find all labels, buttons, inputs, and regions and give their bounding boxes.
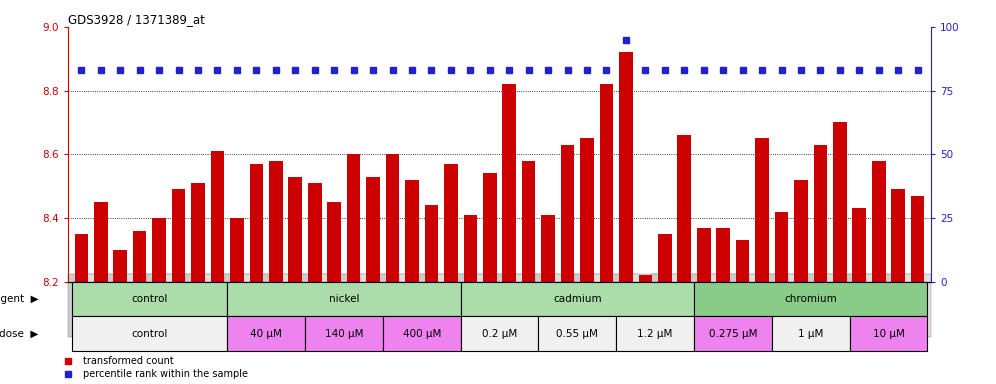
Bar [814, 145, 828, 282]
Bar [853, 209, 867, 282]
Bar [230, 218, 244, 282]
Bar [72, 282, 227, 316]
Bar [152, 218, 166, 282]
Bar [367, 177, 379, 282]
Text: 10 μM: 10 μM [872, 329, 904, 339]
Bar [694, 316, 772, 351]
Text: control: control [131, 294, 167, 304]
Bar [132, 231, 146, 282]
Bar [736, 240, 749, 282]
Text: dose  ▶: dose ▶ [0, 329, 39, 339]
Text: nickel: nickel [329, 294, 360, 304]
Bar [382, 316, 460, 351]
Bar [211, 151, 224, 282]
Bar [539, 316, 617, 351]
Bar [250, 164, 263, 282]
Text: control: control [131, 329, 167, 339]
Bar [775, 212, 788, 282]
Bar [460, 316, 539, 351]
Bar [600, 84, 614, 282]
Bar [772, 316, 850, 351]
Text: 0.55 μM: 0.55 μM [557, 329, 599, 339]
Bar [328, 202, 341, 282]
Bar [872, 161, 885, 282]
Bar [424, 205, 438, 282]
Bar [755, 138, 769, 282]
Bar [191, 183, 205, 282]
Bar [305, 316, 382, 351]
Text: 40 μM: 40 μM [250, 329, 282, 339]
Bar [850, 316, 927, 351]
Bar [269, 161, 283, 282]
Text: 400 μM: 400 μM [402, 329, 441, 339]
Text: 140 μM: 140 μM [325, 329, 364, 339]
Bar [460, 282, 694, 316]
Bar [617, 316, 694, 351]
Bar [463, 215, 477, 282]
Text: 1.2 μM: 1.2 μM [637, 329, 672, 339]
Text: 0.2 μM: 0.2 μM [482, 329, 517, 339]
Text: percentile rank within the sample: percentile rank within the sample [84, 369, 248, 379]
Bar [385, 154, 399, 282]
Bar [289, 177, 302, 282]
Bar [794, 180, 808, 282]
Bar [561, 145, 575, 282]
Text: cadmium: cadmium [553, 294, 602, 304]
Bar [677, 135, 691, 282]
Text: transformed count: transformed count [84, 356, 174, 366]
Text: 0.275 μM: 0.275 μM [708, 329, 757, 339]
Bar [658, 234, 671, 282]
Text: GDS3928 / 1371389_at: GDS3928 / 1371389_at [68, 13, 204, 26]
Bar [541, 215, 555, 282]
Bar [405, 180, 418, 282]
Bar [94, 202, 108, 282]
Bar [697, 228, 710, 282]
Bar [716, 228, 730, 282]
Bar [72, 316, 227, 351]
Bar [502, 84, 516, 282]
Bar [227, 282, 460, 316]
Bar [444, 164, 458, 282]
Bar [308, 183, 322, 282]
Bar [891, 189, 905, 282]
Text: chromium: chromium [784, 294, 837, 304]
Bar [75, 234, 89, 282]
Bar [833, 122, 847, 282]
Bar [171, 189, 185, 282]
Bar [483, 174, 497, 282]
Bar [581, 138, 594, 282]
Bar [910, 196, 924, 282]
Bar [227, 316, 305, 351]
Bar [114, 250, 127, 282]
Bar [522, 161, 536, 282]
Bar [347, 154, 361, 282]
Bar [620, 52, 632, 282]
Text: 1 μM: 1 μM [798, 329, 824, 339]
Bar [638, 275, 652, 282]
Text: agent  ▶: agent ▶ [0, 294, 39, 304]
Bar [694, 282, 927, 316]
